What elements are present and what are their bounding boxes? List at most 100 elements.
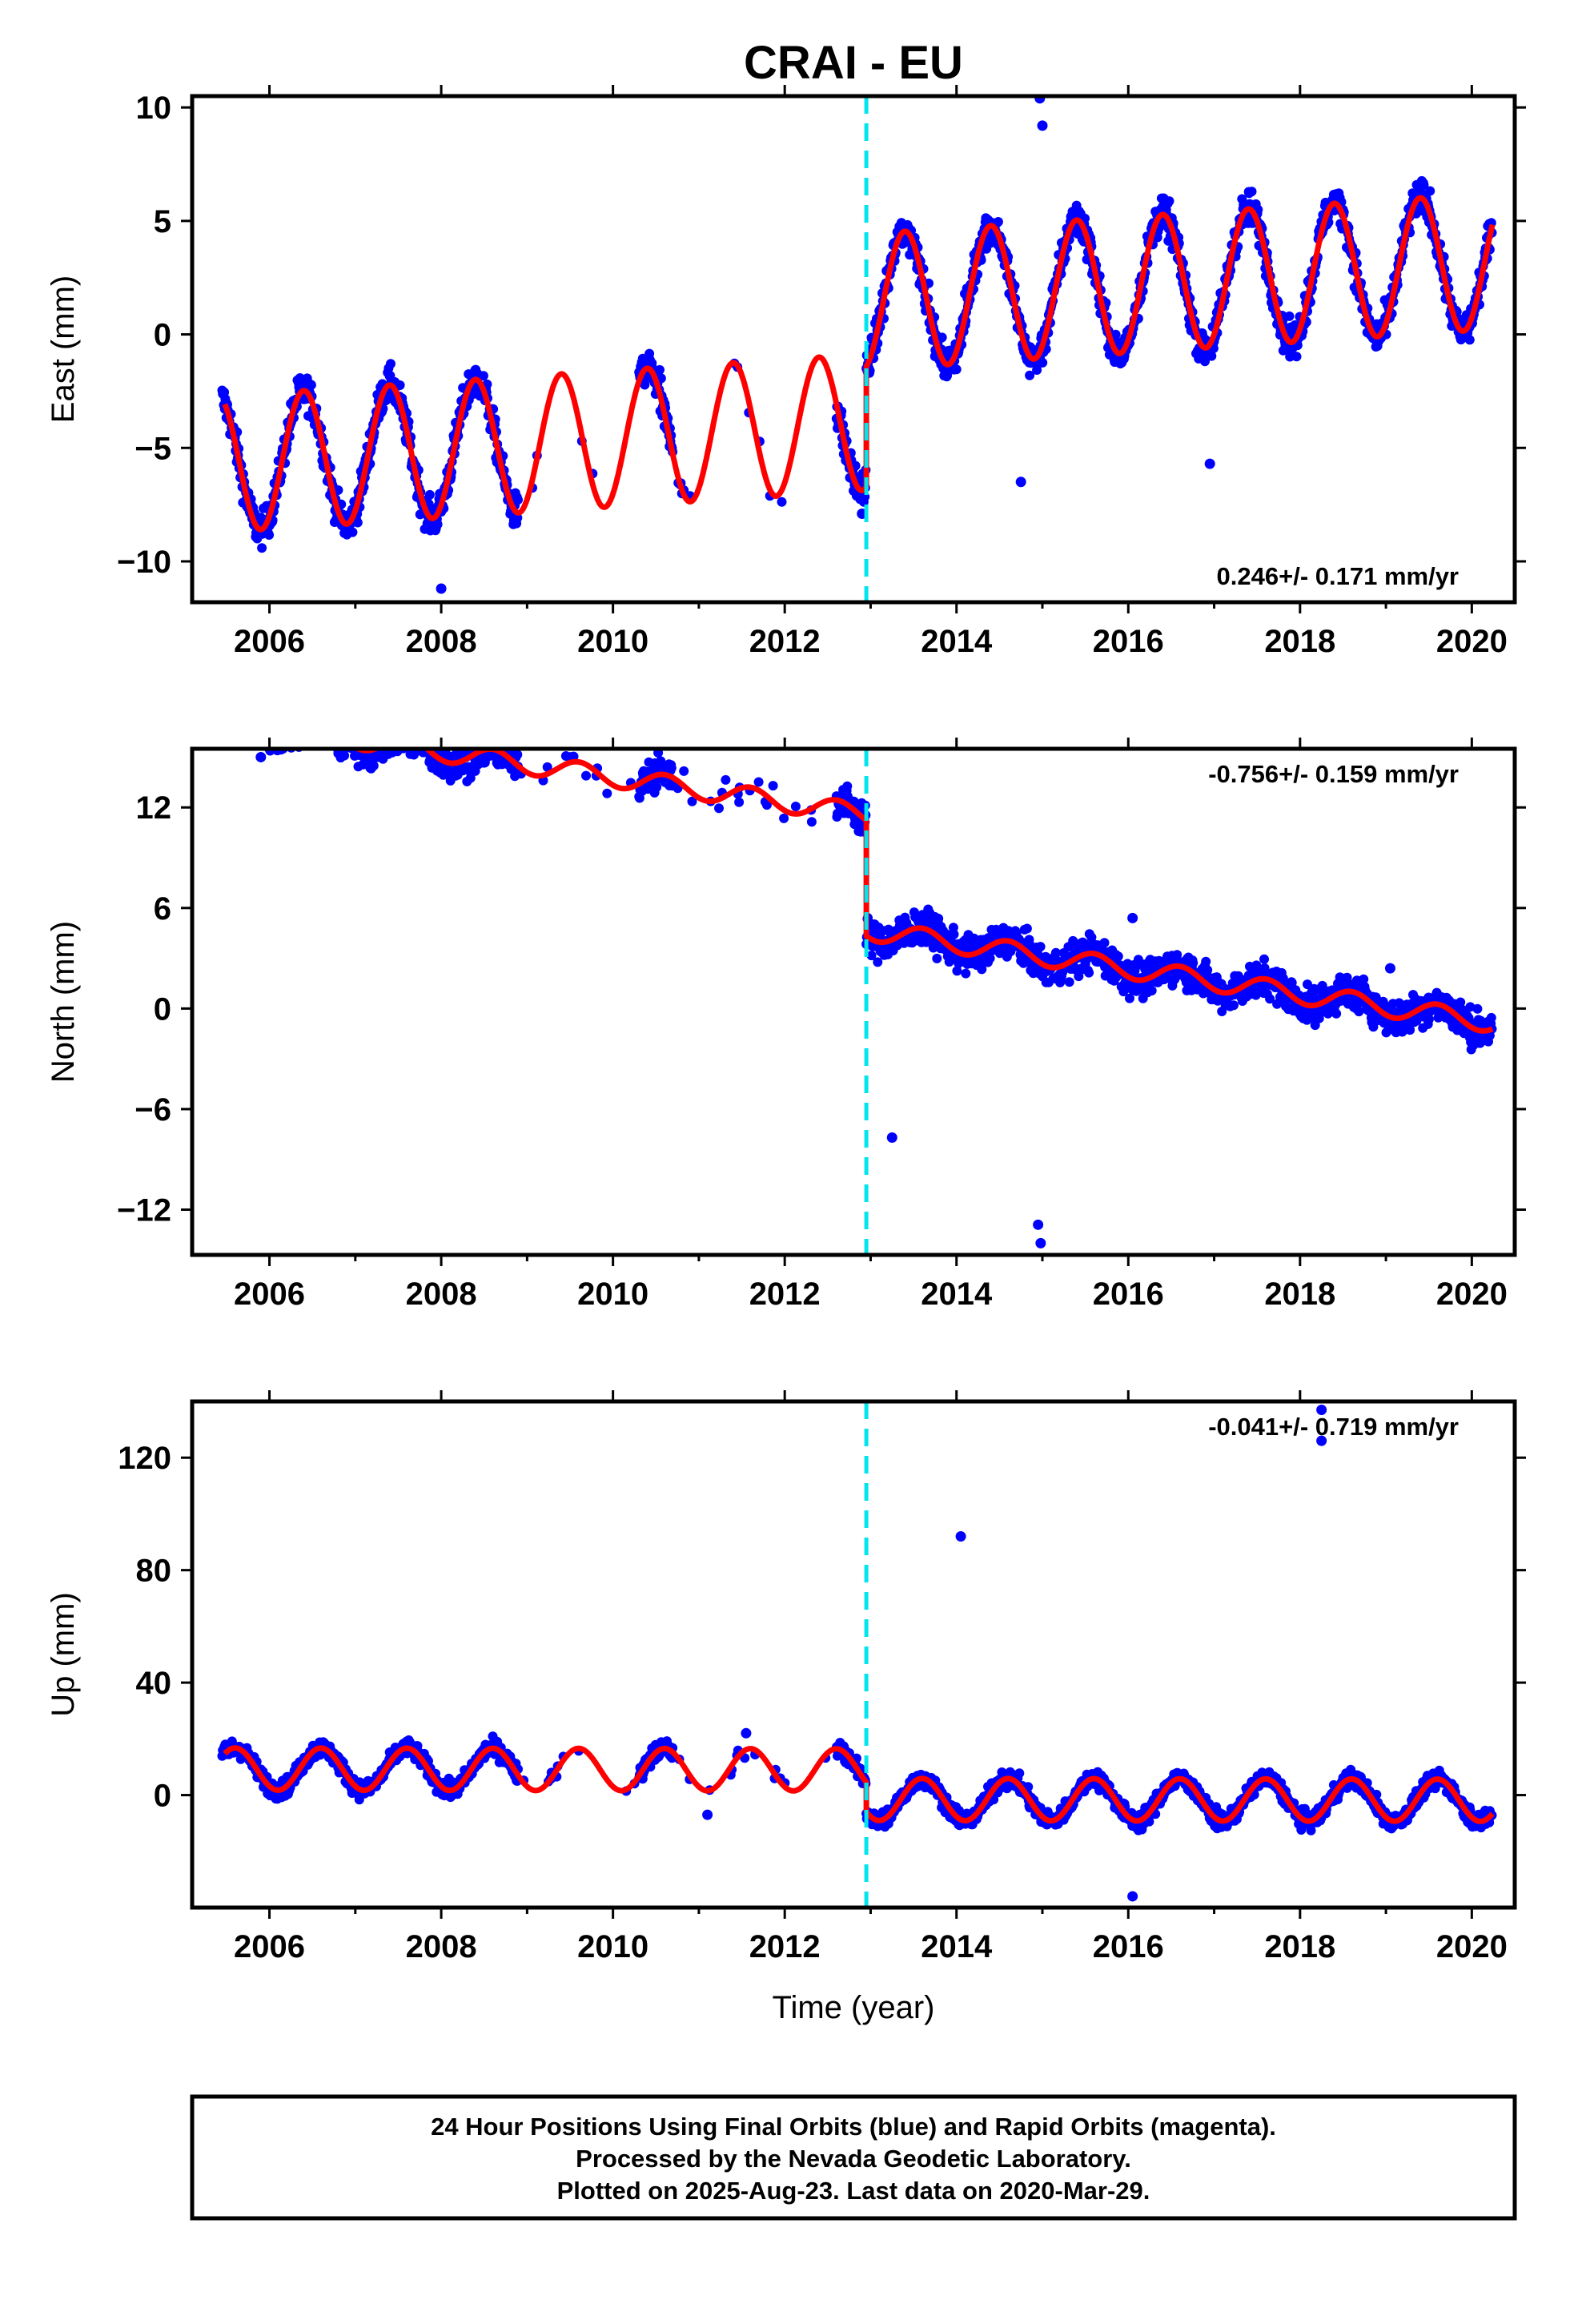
- data-point: [315, 714, 324, 724]
- data-point: [432, 519, 443, 529]
- data-point: [476, 727, 486, 737]
- data-point: [236, 727, 246, 737]
- data-point: [268, 727, 278, 737]
- data-point: [320, 719, 330, 729]
- outlier-point: [1384, 963, 1395, 974]
- x-tick-label: 2012: [749, 624, 821, 659]
- data-point: [347, 735, 357, 745]
- y-tick-label: −5: [135, 431, 171, 466]
- data-point: [301, 714, 311, 724]
- data-point: [325, 728, 335, 738]
- data-point: [288, 734, 298, 744]
- data-point: [311, 714, 321, 723]
- data-point: [396, 726, 405, 735]
- data-point: [416, 734, 425, 743]
- data-point: [279, 737, 289, 746]
- data-point: [323, 720, 332, 730]
- data-point: [223, 710, 232, 720]
- data-point: [355, 738, 364, 747]
- data-point: [478, 733, 488, 742]
- data-point: [224, 707, 234, 717]
- data-point: [400, 734, 410, 743]
- data-point: [257, 543, 267, 553]
- data-point: [1229, 1000, 1239, 1011]
- data-point: [227, 700, 236, 710]
- data-point: [1146, 986, 1157, 995]
- data-point: [289, 730, 299, 740]
- data-point: [231, 702, 240, 712]
- data-point: [408, 724, 418, 734]
- data-point: [283, 733, 293, 742]
- y-tick-label: −12: [117, 1192, 171, 1228]
- data-point: [1188, 958, 1199, 968]
- data-point: [243, 722, 252, 731]
- data-point: [311, 722, 320, 732]
- data-point: [666, 763, 677, 773]
- data-point: [652, 782, 662, 792]
- data-point: [368, 761, 379, 771]
- data-point: [324, 736, 334, 746]
- data-point: [266, 729, 275, 738]
- data-point: [424, 489, 435, 500]
- data-point: [873, 957, 883, 967]
- data-point: [227, 710, 237, 719]
- outlier-point: [886, 1132, 897, 1144]
- data-point: [278, 734, 287, 744]
- data-point: [342, 726, 351, 736]
- data-point: [302, 721, 311, 730]
- data-point: [1113, 951, 1123, 962]
- data-point: [942, 370, 953, 380]
- data-point: [328, 714, 338, 723]
- data-point: [388, 738, 398, 748]
- data-point: [385, 733, 395, 742]
- data-point: [934, 914, 944, 923]
- data-point: [413, 738, 423, 748]
- data-point: [319, 718, 328, 727]
- x-tick-label: 2010: [577, 624, 648, 659]
- data-point: [721, 774, 731, 785]
- data-point: [568, 751, 579, 762]
- data-point: [1110, 329, 1121, 340]
- data-point: [241, 705, 251, 714]
- data-point: [327, 718, 337, 728]
- data-point: [287, 718, 296, 728]
- data-point: [949, 929, 959, 939]
- data-point: [255, 713, 264, 722]
- data-point: [1203, 965, 1213, 975]
- panel-frame-north: [190, 746, 1517, 1257]
- data-point: [779, 813, 789, 823]
- data-point: [394, 735, 404, 745]
- data-point: [275, 737, 284, 746]
- data-point: [293, 730, 303, 739]
- data-point: [239, 724, 249, 734]
- data-point: [243, 713, 253, 722]
- outlier-point: [436, 583, 447, 594]
- data-point: [284, 737, 294, 746]
- data-point: [326, 729, 335, 738]
- data-point: [347, 735, 356, 745]
- data-point: [257, 727, 267, 737]
- data-point: [347, 527, 358, 537]
- x-tick-label: 2018: [1264, 1277, 1335, 1312]
- data-point: [993, 217, 1003, 227]
- data-point: [317, 710, 327, 719]
- data-point: [243, 717, 253, 726]
- data-point: [1359, 974, 1369, 984]
- data-point: [275, 717, 285, 726]
- data-point: [653, 749, 664, 758]
- data-point: [414, 734, 424, 743]
- x-tick-label: 2014: [921, 624, 993, 659]
- data-point: [416, 737, 426, 746]
- data-point: [364, 734, 374, 744]
- data-point: [714, 803, 724, 814]
- model-curve-east: [222, 195, 1496, 533]
- data-point: [245, 710, 255, 719]
- data-point: [250, 707, 259, 717]
- data-point: [402, 725, 412, 734]
- data-point: [405, 737, 415, 746]
- data-point: [225, 712, 235, 722]
- data-point: [734, 797, 745, 807]
- data-point: [307, 728, 317, 738]
- data-point: [1303, 979, 1312, 990]
- x-tick-label: 2020: [1436, 624, 1508, 659]
